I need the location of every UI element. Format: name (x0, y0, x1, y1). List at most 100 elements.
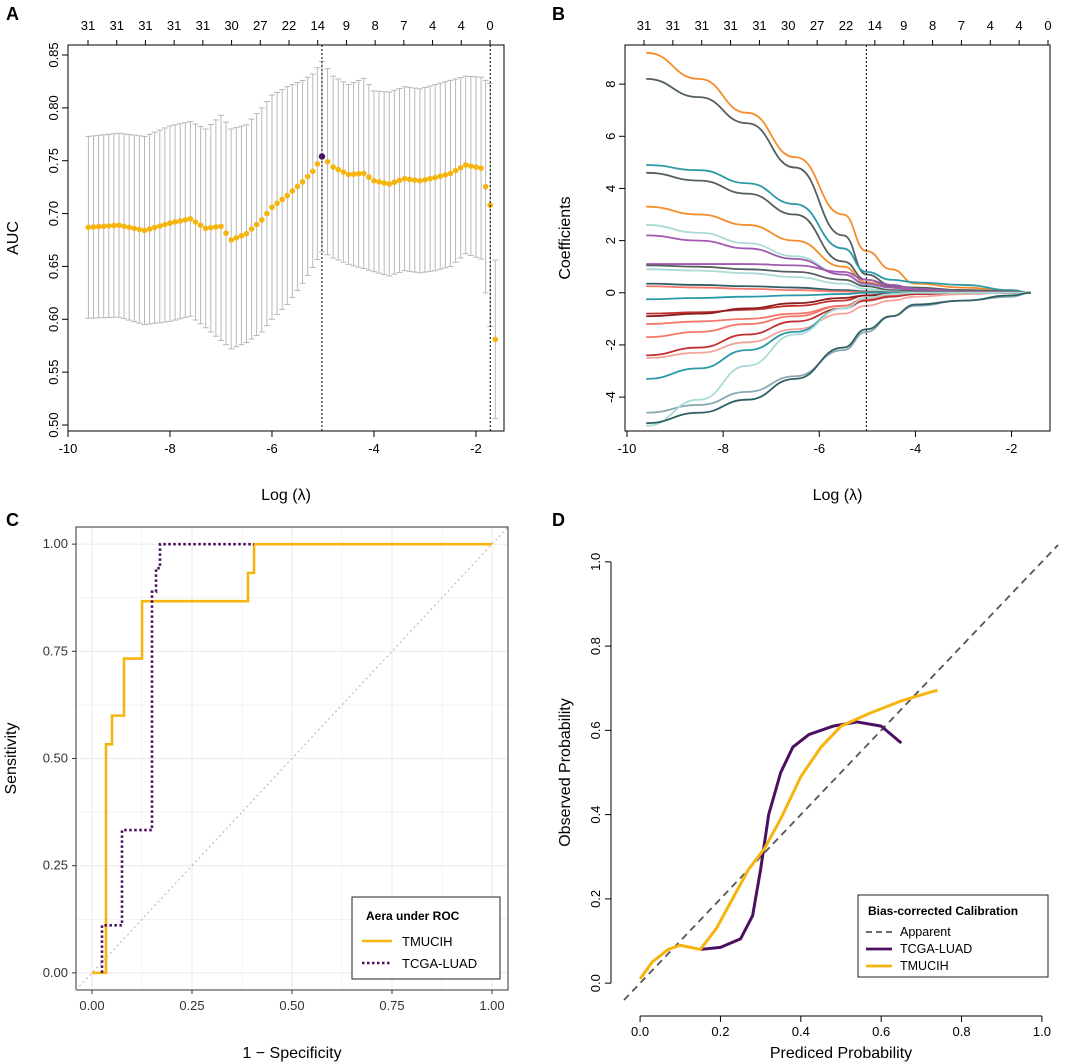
auc-point (85, 224, 92, 231)
top-axis-label: 4 (1016, 18, 1023, 33)
auc-point (151, 224, 158, 231)
x-axis-label: Log (λ) (261, 487, 311, 504)
auc-point (182, 217, 189, 223)
auc-point (447, 170, 454, 177)
auc-point (406, 176, 413, 183)
legend-box (351, 896, 501, 980)
x-tick-label: 1.00 (479, 998, 504, 1013)
top-axis-label: 8 (929, 18, 936, 33)
top-axis-label: 0 (1044, 18, 1051, 33)
auc-point (243, 230, 250, 237)
top-axis-label: 31 (138, 18, 152, 33)
x-tick-label: -2 (1006, 441, 1018, 456)
auc-point (411, 177, 418, 183)
auc-point (223, 230, 229, 236)
y-tick-label: 4 (603, 185, 618, 192)
auc-point (233, 235, 240, 241)
roc-curve-tmucih (92, 542, 492, 975)
auc-point (360, 170, 367, 177)
y-tick-label: 0.6 (588, 721, 603, 739)
x-tick-label: 0.2 (711, 1024, 729, 1039)
coefficient-path (646, 291, 1031, 357)
y-tick-label: 0.8 (588, 637, 603, 655)
y-tick-label: -2 (603, 339, 618, 351)
auc-point (355, 170, 362, 177)
calibration-curve-tcga-luad (700, 720, 903, 951)
auc-point (111, 222, 117, 229)
top-axis-label: 27 (253, 18, 267, 33)
auc-point (172, 219, 178, 225)
auc-point (401, 175, 408, 182)
x-tick-label: 0.25 (179, 998, 204, 1013)
auc-point (422, 176, 428, 183)
y-tick-label: 0.60 (46, 307, 61, 332)
top-axis-label: 31 (81, 18, 95, 33)
y-tick-label: 0.2 (588, 890, 603, 908)
auc-point (427, 175, 433, 182)
auc-point (330, 164, 336, 170)
auc-point (437, 173, 444, 180)
auc-point (442, 172, 449, 178)
auc-point (116, 222, 122, 228)
auc-point (457, 164, 464, 171)
auc-point (274, 200, 280, 207)
y-tick-label: 0.25 (43, 858, 68, 873)
x-tick-label: -4 (910, 441, 922, 456)
panel-a-auc-plot: -10 -8 -6 -4 -2 0.50 0.55 0.60 0.65 0.70 0.75 0.80 0… (5, 18, 505, 504)
auc-point (105, 223, 112, 229)
x-tick-label: -10 (618, 441, 637, 456)
top-axis-label: 22 (839, 18, 853, 33)
y-tick-label: 6 (603, 133, 618, 140)
auc-point (136, 226, 143, 233)
top-axis-label: 30 (781, 18, 795, 33)
top-axis-label: 14 (310, 18, 324, 33)
auc-point (264, 210, 270, 217)
auc-point (432, 174, 438, 181)
auc-point (371, 178, 377, 184)
legend-label: TCGA-LUAD (900, 942, 972, 956)
auc-point (213, 224, 219, 230)
auc-point (340, 169, 347, 175)
auc-point (207, 224, 214, 231)
auc-point (167, 220, 173, 226)
x-tick-label: 0.4 (792, 1024, 810, 1039)
auc-point (202, 225, 209, 232)
top-axis-label: 7 (400, 18, 407, 33)
auc-point (177, 218, 183, 224)
x-tick-label: 0.00 (79, 998, 104, 1013)
y-tick-label: 0.70 (46, 201, 61, 226)
y-tick-label: 0.55 (46, 359, 61, 384)
auc-point (482, 183, 489, 190)
y-tick-label: 0.50 (46, 412, 61, 437)
auc-point (253, 221, 260, 228)
calibration-curve-tmucih (638, 688, 938, 980)
auc-point (478, 165, 484, 171)
top-axis-label: 0 (486, 18, 493, 33)
auc-point (304, 173, 311, 180)
auc-point (314, 161, 321, 167)
auc-point (468, 163, 474, 169)
auc-point (192, 219, 199, 225)
auc-point (324, 158, 331, 165)
x-tick-label: -2 (470, 441, 482, 456)
panel-b-coefficient-plot: -10 -8 -6 -4 -2 -4 -2 0 2 4 6 8 31 31 31 31 31 30 27 22 14 9 8… (557, 18, 1052, 504)
panel-c-roc-plot: 0.00 0.25 0.50 0.75 1.00 0.00 0.25 0.50 0.75 1.00… (3, 526, 509, 1062)
auc-point (386, 181, 393, 187)
panel-a-letter: A (6, 4, 19, 24)
top-axis-label: 31 (694, 18, 708, 33)
top-axis-label: 31 (637, 18, 651, 33)
y-axis-label: Sensitivity (3, 722, 20, 794)
top-axis-label: 8 (372, 18, 379, 33)
top-axis-label: 31 (723, 18, 737, 33)
auc-point (335, 166, 342, 173)
auc-point (187, 216, 194, 222)
y-tick-label: 8 (603, 81, 618, 88)
plot-frame (624, 44, 1051, 432)
auc-point (126, 224, 132, 231)
x-tick-label: 0.75 (379, 998, 404, 1013)
legend-label: TMUCIH (402, 934, 453, 949)
top-axis-label: 31 (167, 18, 181, 33)
chance-diagonal (75, 526, 509, 991)
top-axis-label: 4 (429, 18, 436, 33)
legend-box (857, 894, 1049, 978)
